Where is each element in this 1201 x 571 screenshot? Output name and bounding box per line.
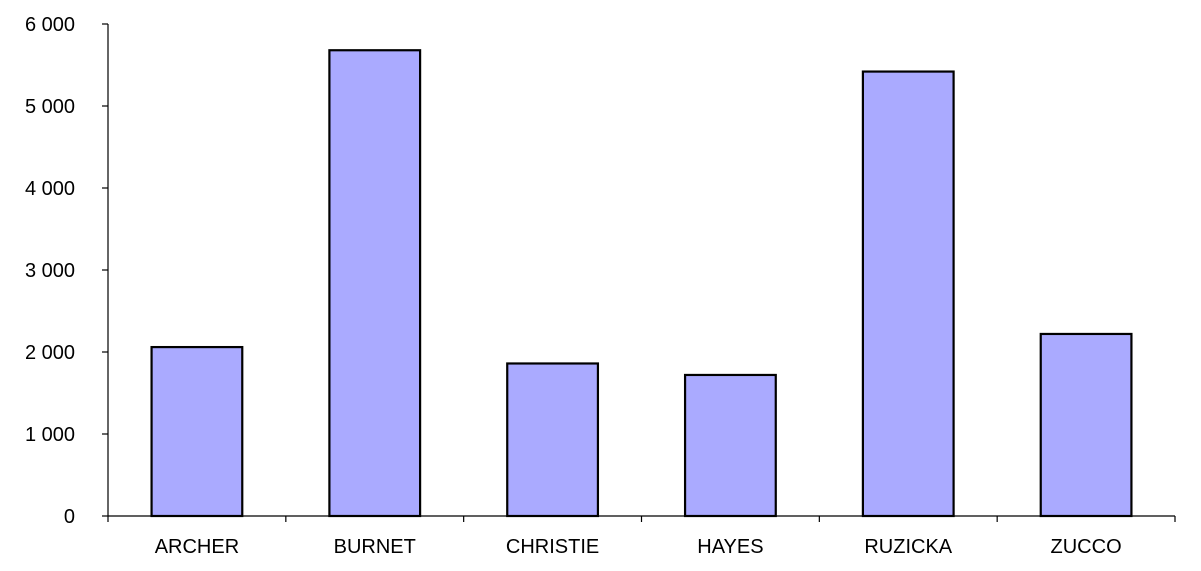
x-tick-label: RUZICKA <box>864 536 952 558</box>
y-tick-label: 6 000 <box>25 14 75 36</box>
bar <box>683 373 777 518</box>
bar <box>506 362 600 518</box>
y-tick-label: 4 000 <box>25 178 75 200</box>
y-tick-label: 2 000 <box>25 342 75 364</box>
x-tick-label: ZUCCO <box>1051 536 1122 558</box>
x-tick-label: CHRISTIE <box>506 536 599 558</box>
y-tick-label: 5 000 <box>25 96 75 118</box>
y-tick-label: 0 <box>64 506 75 528</box>
bar <box>328 49 422 518</box>
y-tick-label: 1 000 <box>25 424 75 446</box>
y-axis: 0 1 000 2 000 3 000 4 000 5 000 6 000 <box>25 14 109 528</box>
x-tick-label: BURNET <box>334 536 416 558</box>
bars <box>150 49 1133 518</box>
bar <box>150 345 244 518</box>
bar <box>1039 332 1133 518</box>
bar <box>861 70 955 518</box>
x-axis: ARCHER BURNET CHRISTIE HAYES RUZICKA ZUCCO <box>107 515 1176 558</box>
y-tick-label: 3 000 <box>25 260 75 282</box>
x-tick-label: HAYES <box>697 536 763 558</box>
x-tick-label: ARCHER <box>155 536 239 558</box>
